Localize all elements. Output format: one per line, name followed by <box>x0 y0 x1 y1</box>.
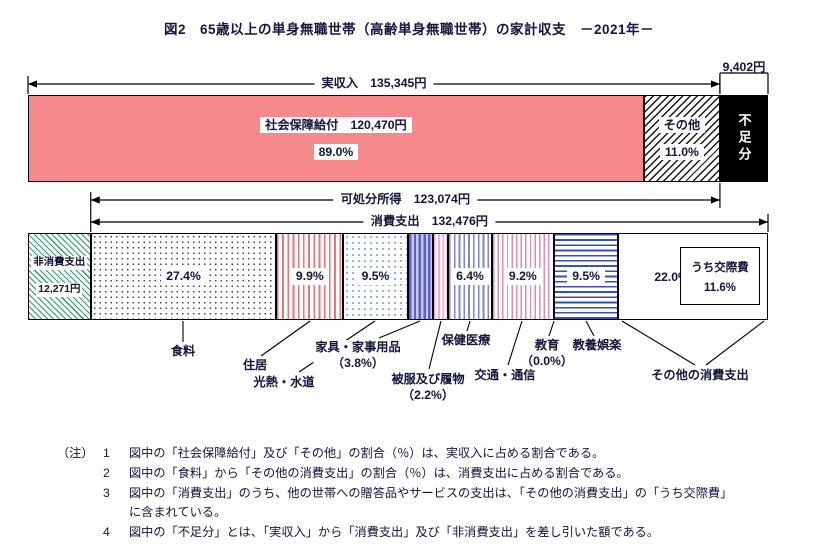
exp-seg-utilities: 9.5% <box>343 233 408 320</box>
exp-seg-transport: 9.2% <box>491 233 554 320</box>
arrowhead-icon <box>28 80 37 88</box>
income-seg-shakai-hosho: 社会保障給付 120,470円 89.0% <box>28 95 644 182</box>
figure-title: 図2 65歳以上の単身無職世帯（高齢単身無職世帯）の家計収支 －2021年－ <box>163 22 655 37</box>
exp-seg-pct: 9.9% <box>290 268 329 285</box>
income-seg-label: その他 <box>658 116 706 133</box>
exp-seg-other: 22.0% うち交際費 11.6% <box>618 233 768 320</box>
cat-label-health: 保健医療 <box>439 333 493 349</box>
exp-seg-recreation: 9.5% <box>553 233 619 320</box>
consumption-span-label: 消費支出 132,476円 <box>363 213 495 230</box>
note-row: 4 図中の「不足分」とは、「実収入」から「消費支出」及び「非消費支出」を差し引いた… <box>57 523 781 543</box>
cat-label-housing: 住居 <box>240 358 270 374</box>
exp-seg-housing: 9.9% <box>276 233 344 320</box>
arrowhead-icon <box>710 196 720 204</box>
chart-line <box>548 320 555 337</box>
income-seg-pct: 89.0% <box>313 144 359 161</box>
expenditure-bar: 非消費支出 12,271円 27.4% 9.9% 9.5% 6.4% 9.2% 9.5% 22.… <box>28 233 768 320</box>
cat-label-recreation: 教養娯楽 <box>570 338 624 354</box>
chart-line <box>378 320 421 339</box>
exp-seg-pct: 9.5% <box>356 268 395 285</box>
chart-line <box>621 320 696 366</box>
exp-seg-food: 27.4% <box>90 233 277 320</box>
notes-heading-label: （注） <box>57 446 94 460</box>
note-number: 3 <box>103 485 110 500</box>
income-span-label: 実収入 135,345円 <box>314 75 434 92</box>
arrowhead-icon <box>710 80 720 88</box>
note-row: 3 図中の「消費支出」のうち、他の世帯への贈答品やサービスの支出は、「その他の消費… <box>57 484 781 524</box>
note-number: 2 <box>103 465 110 480</box>
cat-label-transport: 交通・通信 <box>472 368 538 384</box>
disposable-income-span-label: 可処分所得 123,074円 <box>333 191 478 208</box>
chart-line <box>466 320 471 332</box>
note-row: 2 図中の「食料」から「その他の消費支出」の割合（％）は、消費支出に占める割合であ… <box>57 464 781 484</box>
chart-line <box>260 320 311 357</box>
kosaihi-box: うち交際費 11.6% <box>679 247 760 305</box>
exp-seg-furniture <box>407 233 434 320</box>
cat-label-education: 教育 （0.0%） <box>518 338 576 370</box>
chart-line <box>585 320 595 337</box>
exp-seg-pct: 9.2% <box>503 268 542 285</box>
notes-heading-label <box>57 484 103 524</box>
notes-heading-label <box>57 464 103 484</box>
notes-section: （注） 1 図中の「社会保障給付」及び「その他」の割合（％）は、実収入に占める割合で… <box>57 444 781 543</box>
chart-line <box>705 320 765 366</box>
cat-label-other: その他の消費支出 <box>649 368 751 384</box>
kosaihi-pct: 11.6% <box>703 281 736 294</box>
exp-seg-non-consumption: 非消費支出 12,271円 <box>28 233 91 320</box>
deficit-amount-label: 9,402円 <box>722 60 766 74</box>
income-bar: 社会保障給付 120,470円 89.0% その他 11.0% 不足分 <box>28 95 768 182</box>
cat-label-clothing: 被服及び履物 （2.2%） <box>389 372 467 404</box>
deficit-vertical-label: 不足分 <box>736 113 752 164</box>
arrowhead-icon <box>90 196 100 204</box>
exp-seg-pct: 6.4% <box>451 268 489 285</box>
cat-label-utilities: 光熱・水道 <box>251 375 317 391</box>
kosaihi-label: うち交際費 <box>691 261 749 274</box>
income-seg-sonota: その他 11.0% <box>643 95 720 182</box>
arrowhead-icon <box>90 218 100 226</box>
income-seg-fusoku: 不足分 <box>719 95 768 182</box>
note-text: 図中の「不足分」とは、「実収入」から「消費支出」及び「非消費支出」を差し引いた額… <box>129 525 660 540</box>
exp-seg-health: 6.4% <box>448 233 492 320</box>
note-row: （注） 1 図中の「社会保障給付」及び「その他」の割合（％）は、実収入に占める割合で… <box>57 444 781 464</box>
non-consumption-value: 12,271円 <box>36 283 83 298</box>
note-text: 図中の「社会保障給付」及び「その他」の割合（％）は、実収入に占める割合である。 <box>129 446 605 460</box>
note-text: 図中の「消費支出」のうち、他の世帯への贈答品やサービスの支出は、「その他の消費支… <box>129 485 733 520</box>
notes-heading-label <box>57 523 103 543</box>
exp-seg-clothing <box>433 233 449 320</box>
exp-seg-pct: 27.4% <box>161 268 206 285</box>
arrowhead-icon <box>759 218 768 226</box>
income-seg-label: 社会保障給付 120,470円 <box>260 116 412 133</box>
exp-seg-pct: 9.5% <box>567 268 606 285</box>
cat-label-food: 食料 <box>168 344 198 360</box>
note-text: 図中の「食料」から「その他の消費支出」の割合（％）は、消費支出に占める割合である… <box>129 465 629 480</box>
cat-label-furniture: 家具・家事用品 （3.8%） <box>313 340 403 372</box>
note-number: 4 <box>103 525 110 540</box>
non-consumption-label: 非消費支出 <box>31 255 88 270</box>
income-seg-pct: 11.0% <box>659 144 704 161</box>
note-number: 1 <box>103 446 110 460</box>
